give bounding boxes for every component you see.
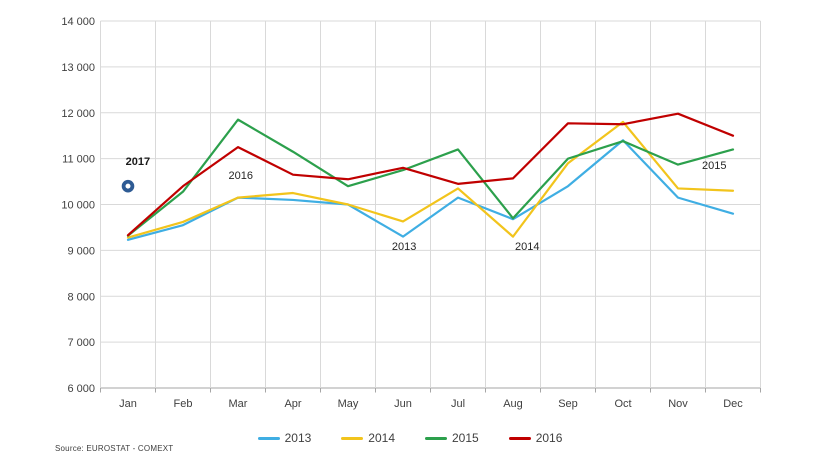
legend-label: 2015 — [452, 431, 479, 445]
series-line-2014 — [126, 120, 735, 239]
y-axis-label: 10 000 — [61, 200, 95, 212]
y-axis-label: 11 000 — [62, 154, 95, 166]
x-axis-label: Aug — [503, 398, 523, 410]
legend-label: 2016 — [535, 431, 563, 445]
x-axis-label: Jan — [119, 398, 137, 410]
y-axis-label: 13 000 — [61, 62, 95, 74]
series-line-2016 — [126, 112, 735, 237]
series-line-2015 — [126, 118, 735, 237]
legend-label: 2014 — [368, 431, 395, 445]
y-axis-label: 14 000 — [61, 16, 95, 28]
legend-item-2016: 2016 — [508, 431, 563, 445]
legend-item-2014: 2014 — [341, 431, 395, 445]
chart-legend: 2013 2014 2015 2016 — [0, 429, 820, 447]
x-axis-label: Feb — [174, 398, 193, 410]
legend-swatch-2016 — [508, 436, 531, 440]
x-axis-label: Jun — [394, 398, 412, 410]
source-note: Source: EUROSTAT - COMEXT — [55, 444, 174, 453]
y-axis-label: 12 000 — [61, 108, 95, 120]
legend-label: 2013 — [284, 431, 312, 445]
x-axis-label: May — [338, 398, 359, 410]
x-axis-label: Sep — [558, 398, 578, 410]
y-axis-label: 7 000 — [67, 337, 95, 349]
x-axis-label: Oct — [614, 398, 631, 410]
legend-item-2013: 2013 — [257, 431, 312, 445]
x-axis-label: Apr — [284, 398, 301, 410]
x-axis-label: Jul — [451, 398, 465, 410]
y-axis-label: 8 000 — [67, 291, 95, 303]
y-axis-label: 9 000 — [67, 245, 95, 257]
y-axis-label: 6 000 — [67, 383, 95, 395]
legend-swatch-2015 — [425, 436, 447, 440]
x-axis-label: Mar — [229, 398, 248, 410]
legend-swatch-2014 — [341, 436, 364, 440]
series-marker-2017 — [121, 179, 135, 193]
x-axis-label: Nov — [668, 398, 688, 410]
legend-item-2015: 2015 — [425, 431, 479, 445]
x-axis-label: Dec — [723, 398, 743, 410]
legend-swatch-2013 — [257, 436, 280, 440]
